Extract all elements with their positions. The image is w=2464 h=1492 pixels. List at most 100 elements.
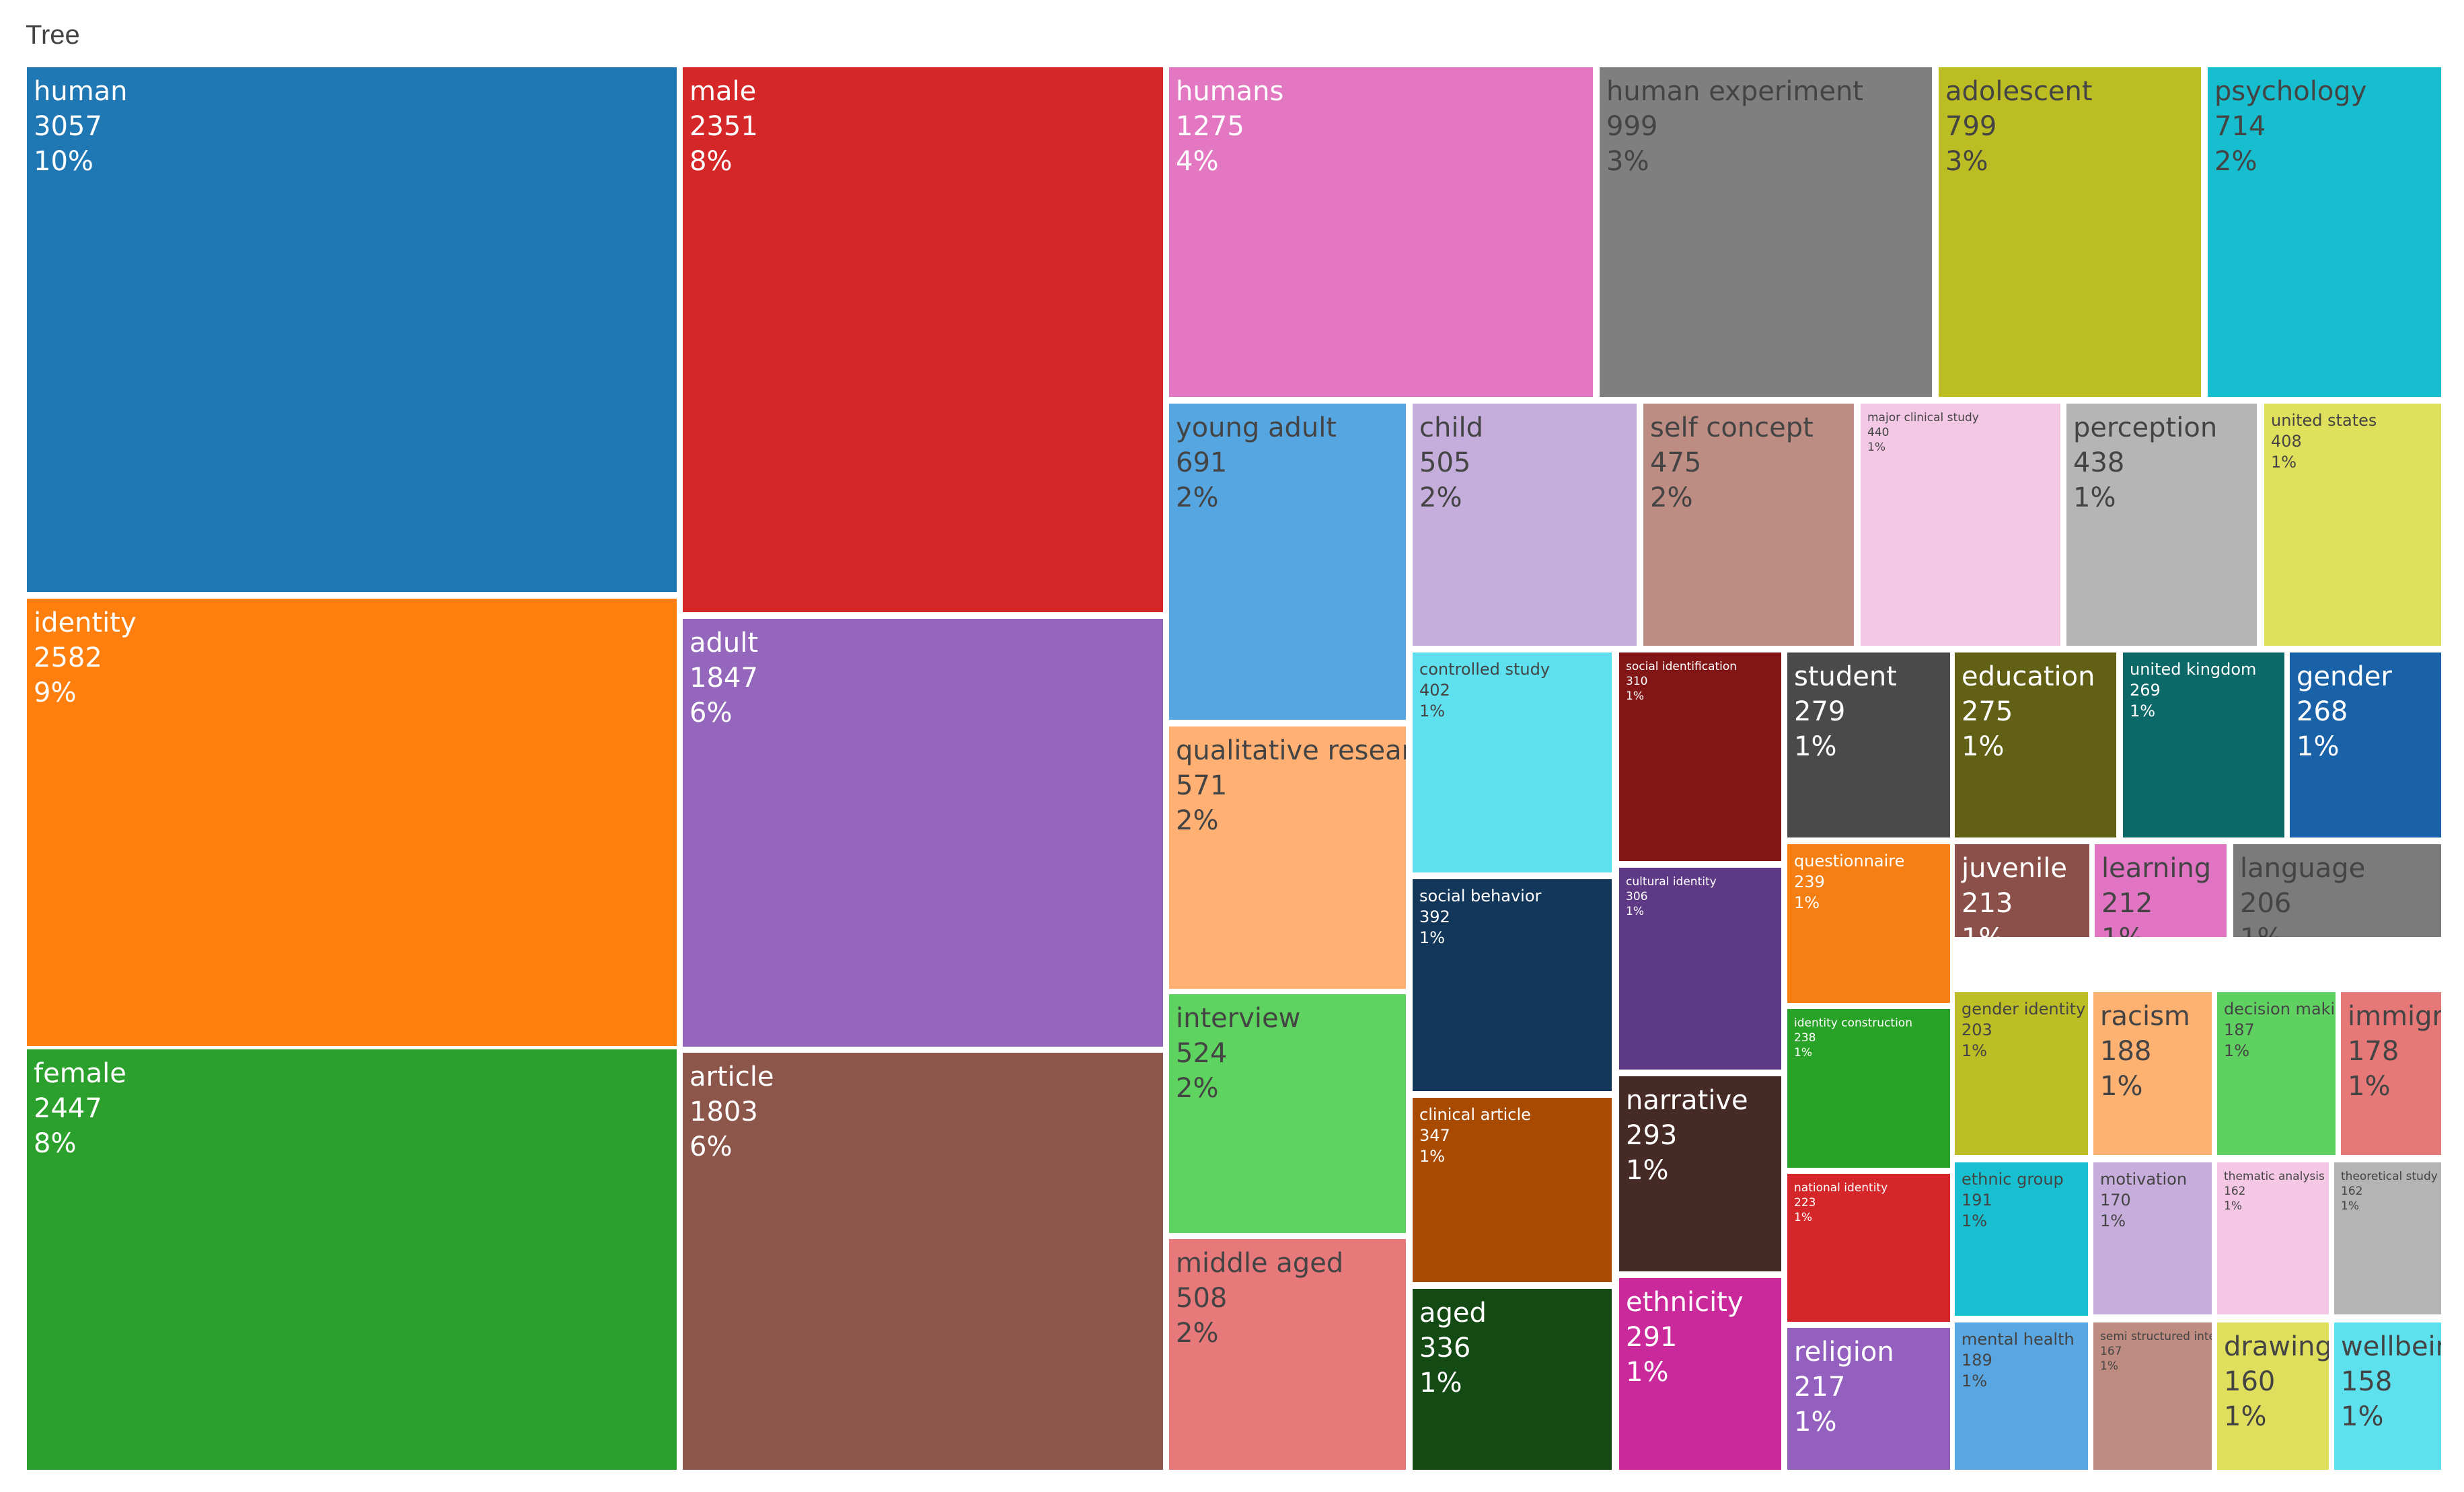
- tile-label-group: united kingdom 269 1%: [2130, 659, 2256, 722]
- tile-percent: 6%: [689, 1131, 733, 1162]
- tile-percent: 1%: [1419, 1147, 1446, 1166]
- treemap-tile-major-clinical-study[interactable]: major clinical study 440 1%: [1861, 404, 2060, 646]
- tile-value: 306: [1626, 890, 1648, 904]
- treemap-tile-young-adult[interactable]: young adult 691 2%: [1169, 404, 1406, 720]
- tile-label-group: aged 336 1%: [1419, 1296, 1487, 1401]
- treemap-tile-child[interactable]: child 505 2%: [1413, 404, 1637, 646]
- treemap-tile-clinical-article[interactable]: clinical article 347 1%: [1413, 1098, 1612, 1282]
- tile-value: 170: [2100, 1191, 2131, 1210]
- treemap-tile-qualitative-research[interactable]: qualitative research 571 2%: [1169, 726, 1406, 989]
- tile-label: decision making: [2224, 1000, 2336, 1018]
- treemap-tile-human-experiment[interactable]: human experiment 999 3%: [1600, 67, 1932, 397]
- tile-percent: 1%: [1867, 441, 1886, 455]
- tile-percent: 10%: [34, 146, 94, 177]
- tile-label-group: human 3057 10%: [34, 74, 128, 179]
- treemap-tile-questionnaire[interactable]: questionnaire 239 1%: [1787, 844, 1950, 1003]
- treemap-tile-adolescent[interactable]: adolescent 799 3%: [1939, 67, 2201, 397]
- tile-label-group: theoretical study 162 1%: [2341, 1169, 2438, 1214]
- treemap-tile-narrative[interactable]: narrative 293 1%: [1619, 1076, 1781, 1271]
- tile-value: 212: [2101, 888, 2153, 919]
- treemap-tile-national-identity[interactable]: national identity 223 1%: [1787, 1174, 1950, 1322]
- tile-label-group: self concept 475 2%: [1650, 410, 1814, 515]
- tile-value: 158: [2341, 1366, 2393, 1397]
- treemap-tile-wellbeing[interactable]: wellbeing 158 1%: [2334, 1322, 2441, 1470]
- tile-percent: 2%: [1176, 1318, 1219, 1349]
- treemap-tile-gender[interactable]: gender 268 1%: [2290, 652, 2441, 837]
- treemap-tile-student[interactable]: student 279 1%: [1787, 652, 1950, 837]
- treemap-tile-adult[interactable]: adult 1847 6%: [683, 619, 1163, 1047]
- tile-value: 268: [2297, 696, 2348, 727]
- treemap-tile-cultural-identity[interactable]: cultural identity 306 1%: [1619, 868, 1781, 1070]
- tile-value: 1275: [1176, 111, 1244, 142]
- treemap-tile-identity[interactable]: identity 2582 9%: [27, 599, 677, 1046]
- tile-label-group: learning 212 1%: [2101, 851, 2211, 937]
- tile-label-group: interview 524 2%: [1176, 1001, 1300, 1106]
- treemap-tile-motivation[interactable]: motivation 170 1%: [2093, 1162, 2212, 1314]
- treemap-tile-racism[interactable]: racism 188 1%: [2093, 992, 2212, 1155]
- tile-label: interview: [1176, 1003, 1301, 1034]
- treemap-tile-psychology[interactable]: psychology 714 2%: [2208, 67, 2441, 397]
- tile-label: united kingdom: [2130, 660, 2257, 679]
- treemap-tile-drawing[interactable]: drawing 160 1%: [2217, 1322, 2329, 1470]
- treemap-tile-controlled-study[interactable]: controlled study 402 1%: [1413, 652, 1612, 872]
- treemap-tile-interview[interactable]: interview 524 2%: [1169, 994, 1406, 1233]
- tile-percent: 2%: [1176, 1073, 1219, 1104]
- tile-percent: 1%: [1962, 1372, 1988, 1391]
- treemap-tile-theoretical-study[interactable]: theoretical study 162 1%: [2334, 1162, 2441, 1314]
- treemap-tile-immigrant[interactable]: immigrant 178 1%: [2341, 992, 2441, 1155]
- treemap-tile-aged[interactable]: aged 336 1%: [1413, 1289, 1612, 1470]
- tile-percent: 1%: [1794, 893, 1820, 913]
- treemap-tile-female[interactable]: female 2447 8%: [27, 1049, 677, 1470]
- treemap-tile-religion[interactable]: religion 217 1%: [1787, 1328, 1950, 1470]
- treemap-tile-humans[interactable]: humans 1275 4%: [1169, 67, 1593, 397]
- tile-label-group: middle aged 508 2%: [1176, 1246, 1343, 1351]
- tile-label: racism: [2100, 1001, 2190, 1032]
- tile-percent: 1%: [2101, 921, 2211, 937]
- tile-percent: 1%: [1962, 731, 2005, 762]
- tile-value: 162: [2224, 1185, 2246, 1199]
- treemap-tile-social-behavior[interactable]: social behavior 392 1%: [1413, 879, 1612, 1091]
- treemap-tile-male[interactable]: male 2351 8%: [683, 67, 1163, 612]
- tile-percent: 8%: [689, 146, 733, 177]
- tile-label-group: social identification 310 1%: [1626, 659, 1737, 704]
- treemap-tile-language[interactable]: language 206 1%: [2233, 844, 2441, 937]
- treemap-tile-united-states[interactable]: united states 408 1%: [2264, 404, 2441, 646]
- treemap-tile-mental-health[interactable]: mental health 189 1%: [1955, 1322, 2088, 1470]
- tile-value: 238: [1794, 1031, 1816, 1045]
- tile-label: qualitative research: [1176, 735, 1406, 766]
- tile-label-group: social behavior 392 1%: [1419, 886, 1541, 949]
- tile-label: juvenile: [1962, 853, 2067, 884]
- treemap-tile-juvenile[interactable]: juvenile 213 1%: [1955, 844, 2089, 937]
- treemap-tile-perception[interactable]: perception 438 1%: [2066, 404, 2257, 646]
- treemap-tile-human[interactable]: human 3057 10%: [27, 67, 677, 592]
- tile-label-group: mental health 189 1%: [1962, 1329, 2075, 1392]
- tile-label-group: thematic analysis 162 1%: [2224, 1169, 2325, 1214]
- treemap-tile-gender-identity[interactable]: gender identity 203 1%: [1955, 992, 2088, 1155]
- treemap-tile-social-identification[interactable]: social identification 310 1%: [1619, 652, 1781, 861]
- treemap-tile-middle-aged[interactable]: middle aged 508 2%: [1169, 1239, 1406, 1470]
- treemap-tile-article[interactable]: article 1803 6%: [683, 1053, 1163, 1470]
- treemap-tile-ethnic-group[interactable]: ethnic group 191 1%: [1955, 1162, 2088, 1316]
- treemap-tile-united-kingdom[interactable]: united kingdom 269 1%: [2123, 652, 2284, 837]
- tile-percent: 1%: [2240, 921, 2365, 937]
- treemap-tile-self-concept[interactable]: self concept 475 2%: [1643, 404, 1854, 646]
- tile-label: aged: [1419, 1298, 1487, 1329]
- treemap-tile-identity-construction[interactable]: identity construction 238 1%: [1787, 1009, 1950, 1168]
- tile-value: 336: [1419, 1333, 1471, 1364]
- tile-label: religion: [1794, 1337, 1894, 1368]
- tile-value: 189: [1962, 1351, 1992, 1370]
- tile-percent: 1%: [1794, 1046, 1812, 1060]
- tile-percent: 1%: [1626, 905, 1644, 919]
- tile-value: 1847: [689, 663, 758, 694]
- tile-label-group: adult 1847 6%: [689, 626, 758, 731]
- tile-label-group: education 275 1%: [1962, 659, 2095, 764]
- tile-percent: 1%: [1626, 1155, 1669, 1186]
- tile-label: gender identity: [1962, 1000, 2086, 1018]
- treemap-tile-education[interactable]: education 275 1%: [1955, 652, 2116, 837]
- treemap-tile-learning[interactable]: learning 212 1%: [2095, 844, 2227, 937]
- treemap-tile-ethnicity[interactable]: ethnicity 291 1%: [1619, 1278, 1781, 1470]
- treemap-tile-thematic-analysis[interactable]: thematic analysis 162 1%: [2217, 1162, 2329, 1314]
